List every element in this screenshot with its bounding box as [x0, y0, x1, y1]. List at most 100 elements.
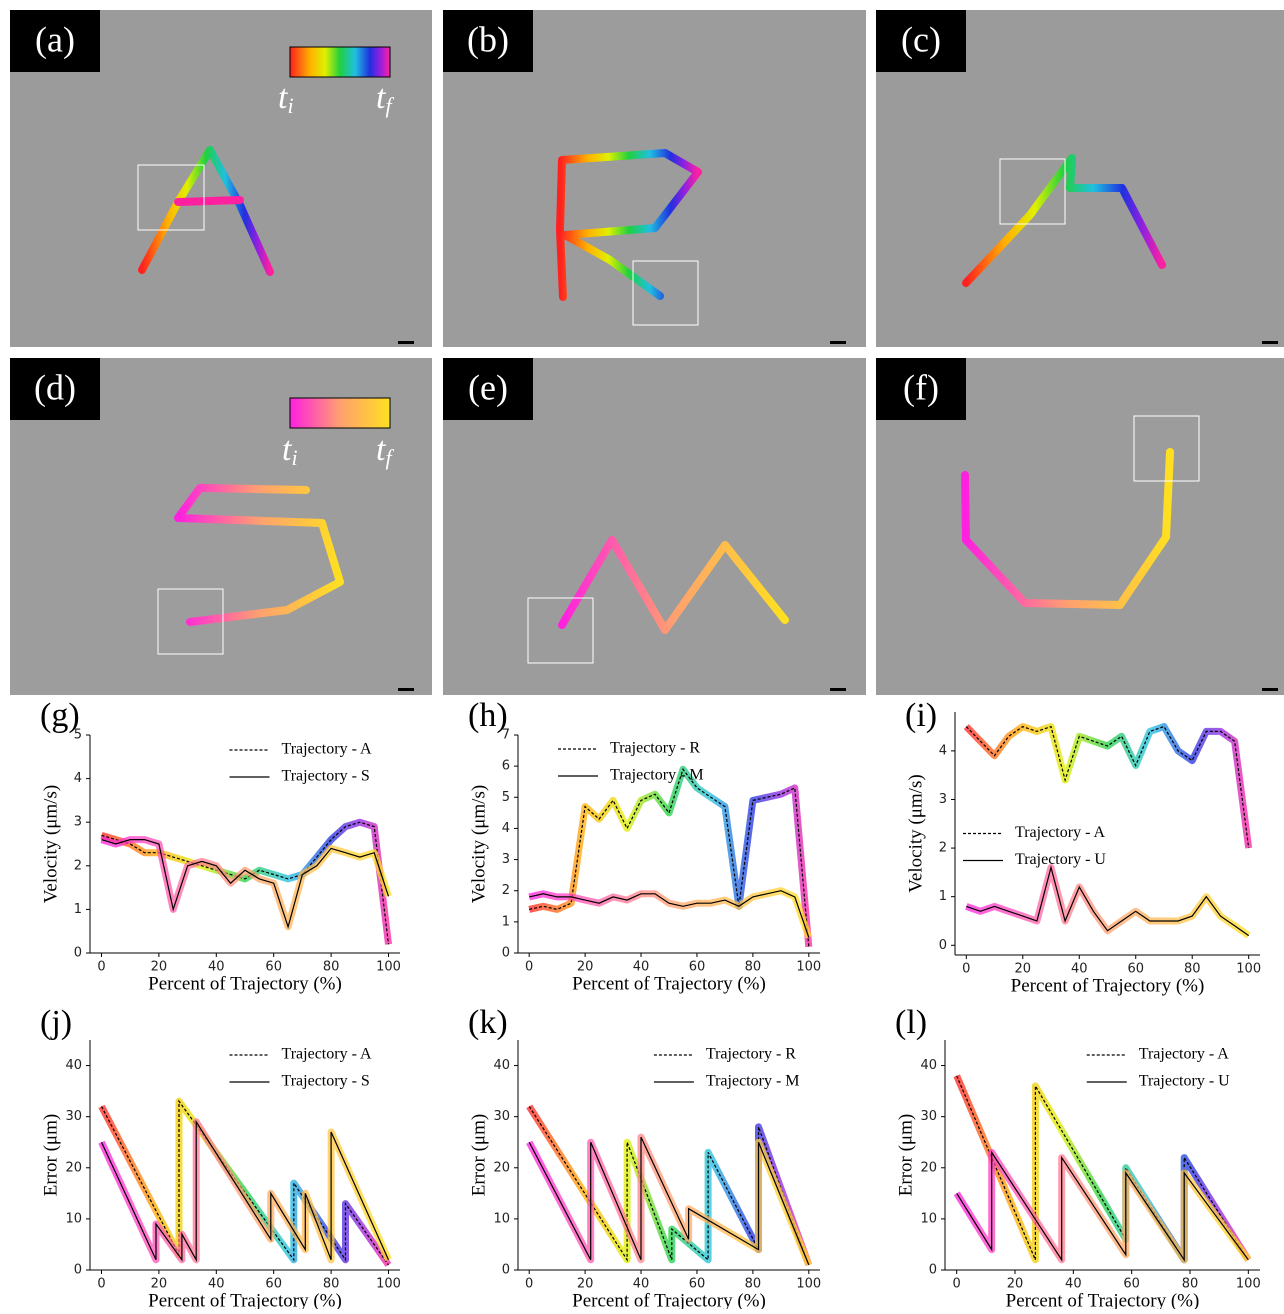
y-axis-label: Error (μm): [468, 1114, 489, 1196]
y-tick-label: 30: [920, 1109, 937, 1124]
t: t: [376, 79, 387, 116]
y-tick-label: 0: [74, 946, 82, 961]
legend-label: Trajectory - S: [282, 768, 370, 785]
x-tick-label: 80: [1182, 1277, 1199, 1292]
y-tick-label: 5: [74, 728, 82, 743]
panel-label: (k): [468, 1004, 508, 1041]
x-tick-label: 80: [1184, 962, 1201, 977]
x-tick-label: 0: [962, 962, 970, 977]
y-tick-label: 40: [493, 1058, 510, 1073]
series-line: [966, 865, 1250, 937]
y-tick-label: 40: [65, 1058, 82, 1073]
colorbar-end: tf: [376, 79, 394, 118]
panel-label: (j): [40, 1004, 72, 1041]
panel-label: (i): [905, 697, 937, 734]
scale-bar: [398, 688, 414, 691]
x-tick-label: 20: [151, 960, 168, 975]
y-tick-label: 4: [502, 821, 510, 836]
y-tick-label: 30: [65, 1109, 82, 1124]
x-tick-label: 20: [1015, 962, 1032, 977]
y-tick-label: 1: [502, 914, 510, 929]
legend-label: Trajectory - R: [610, 740, 700, 757]
series-halo: [965, 864, 1251, 939]
legend-label: Trajectory - A: [282, 741, 373, 758]
y-tick-label: 10: [65, 1211, 82, 1226]
series-line: [528, 1136, 810, 1266]
x-tick-label: 40: [633, 1277, 650, 1292]
series-line: [101, 821, 390, 945]
x-tick-label: 60: [1127, 962, 1144, 977]
legend-label: Trajectory - A: [1015, 824, 1106, 841]
x-tick-label: 60: [689, 1277, 706, 1292]
x-axis-label: Percent of Trajectory (%): [148, 973, 342, 994]
y-tick-label: 40: [920, 1058, 937, 1073]
y-tick-label: 0: [502, 946, 510, 961]
x-tick-label: 40: [1071, 962, 1088, 977]
x-axis-label: Percent of Trajectory (%): [572, 973, 766, 994]
x-tick-label: 80: [323, 960, 340, 975]
panel-label-box: [443, 10, 533, 72]
series-line: [956, 1150, 1249, 1262]
x-tick-label: 60: [689, 960, 706, 975]
roi: [999, 158, 1066, 225]
colorbar-start: ti: [278, 79, 294, 118]
trajectory: [961, 448, 1174, 609]
x-tick-label: 0: [97, 960, 105, 975]
y-tick-label: 20: [65, 1160, 82, 1175]
series-halo: [528, 765, 813, 948]
x-tick-label: 100: [376, 960, 401, 975]
roi: [632, 260, 699, 326]
panel-label-box: [10, 10, 100, 72]
panel-label: (g): [40, 697, 80, 734]
roi: [137, 164, 205, 231]
legend-label: Trajectory - A: [1139, 1046, 1230, 1063]
y-tick-label: 4: [939, 743, 947, 758]
y-tick-label: 1: [74, 902, 82, 917]
scale-bars: [398, 341, 1278, 691]
colorbar: [289, 46, 391, 78]
scale-bar: [830, 341, 846, 344]
colorbar: [289, 397, 391, 429]
scale-bar: [1262, 341, 1278, 344]
y-tick-label: 10: [920, 1211, 937, 1226]
x-tick-label: 80: [323, 1277, 340, 1292]
y-axis-label: Velocity (μm/s): [468, 785, 489, 903]
scale-bar: [398, 341, 414, 344]
series-line: [965, 725, 1250, 849]
panel-label: (f): [903, 367, 939, 407]
y-tick-label: 2: [74, 858, 82, 873]
y-tick-label: 0: [74, 1263, 82, 1278]
y-tick-label: 3: [74, 815, 82, 830]
x-tick-label: 100: [1236, 1277, 1261, 1292]
panel-label: (h): [468, 697, 508, 734]
legend-label: Trajectory - U: [1139, 1073, 1230, 1090]
sub: i: [287, 93, 293, 118]
roi: [527, 597, 594, 664]
panel-label-box: [876, 10, 966, 72]
series-line: [529, 768, 810, 947]
legend-label: Trajectory - M: [706, 1073, 800, 1090]
legend-label: Trajectory - S: [282, 1073, 370, 1090]
x-tick-label: 20: [577, 960, 594, 975]
y-tick-label: 20: [493, 1160, 510, 1175]
image-panels: ti tf ti tf: [10, 10, 1284, 695]
y-tick-label: 0: [502, 1263, 510, 1278]
trajectory: [138, 146, 274, 276]
x-tick-label: 60: [1123, 1277, 1140, 1292]
colorbar-end: tf: [376, 431, 394, 470]
y-tick-label: 4: [74, 771, 82, 786]
panel-label: (e): [468, 367, 508, 407]
legend-label: Trajectory - M: [610, 767, 704, 784]
series-line: [529, 890, 810, 938]
roi-boxes: [137, 158, 1200, 664]
trajectory: [174, 484, 344, 626]
panel-label: (a): [35, 19, 75, 59]
series-halo: [963, 723, 1253, 849]
series-line: [101, 839, 390, 929]
x-tick-label: 0: [525, 1277, 533, 1292]
panel-label-box: [876, 358, 966, 420]
y-tick-label: 0: [939, 938, 947, 953]
x-tick-label: 0: [525, 960, 533, 975]
panel-label-box: [443, 358, 533, 420]
